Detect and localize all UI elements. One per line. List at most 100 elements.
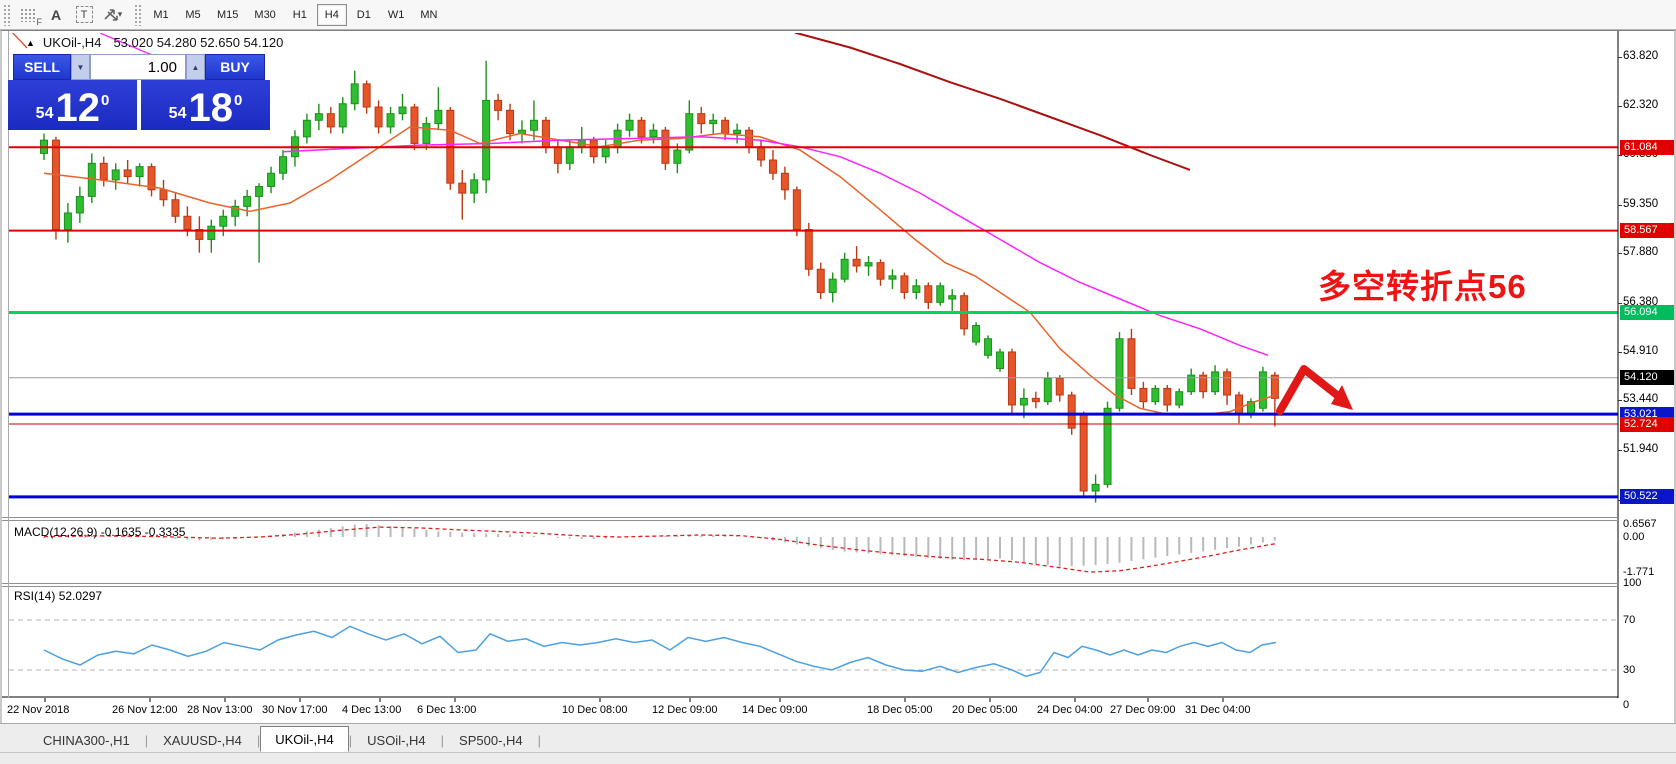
rsi-plot bbox=[9, 619, 1618, 678]
candle bbox=[553, 146, 562, 164]
candle bbox=[231, 205, 240, 217]
annotation-arrow-head bbox=[1331, 385, 1353, 410]
candle bbox=[1258, 371, 1267, 409]
candle bbox=[721, 119, 730, 135]
time-tick: 14 Dec 09:00 bbox=[742, 704, 808, 716]
candle bbox=[745, 129, 754, 148]
candle bbox=[1031, 397, 1040, 403]
tab-separator: | bbox=[348, 732, 353, 748]
volume-input[interactable] bbox=[90, 54, 186, 80]
buy-price[interactable]: 54 18 0 bbox=[141, 80, 270, 130]
buy-price-prefix: 54 bbox=[168, 105, 187, 122]
indicator-axis-label: 70 bbox=[1623, 614, 1636, 626]
sell-price[interactable]: 54 12 0 bbox=[8, 80, 137, 130]
timeframe-button-d1[interactable]: D1 bbox=[356, 8, 371, 21]
candle bbox=[326, 113, 335, 128]
volume-down-button[interactable]: ▼ bbox=[71, 54, 90, 80]
candle bbox=[589, 139, 598, 158]
price-badge-61.084: 61.084 bbox=[1620, 139, 1674, 155]
toolbar-drag-handle[interactable] bbox=[3, 3, 11, 26]
candle bbox=[852, 258, 861, 267]
candle bbox=[1235, 394, 1243, 416]
time-tick: 20 Dec 05:00 bbox=[952, 704, 1018, 716]
tab-sp500h4[interactable]: SP500-,H4 bbox=[459, 732, 523, 748]
rsi-line bbox=[43, 625, 1277, 678]
candle bbox=[685, 113, 694, 151]
candle bbox=[63, 212, 72, 231]
candle bbox=[565, 146, 574, 164]
price-tick: 53.440 bbox=[1623, 393, 1659, 406]
price-tick: 54.910 bbox=[1623, 344, 1659, 357]
candle bbox=[804, 229, 813, 270]
tab-separator: | bbox=[256, 732, 261, 748]
text-label-icon[interactable]: A bbox=[50, 6, 62, 23]
timeframe-button-h4[interactable]: H4 bbox=[316, 3, 347, 26]
candle bbox=[888, 275, 897, 280]
time-tick: 18 Dec 05:00 bbox=[867, 704, 933, 716]
price-tick-mark bbox=[1618, 155, 1622, 157]
volume-up-button[interactable]: ▲ bbox=[186, 54, 205, 80]
tab-usoilh4[interactable]: USOil-,H4 bbox=[367, 732, 426, 748]
price-tick-mark bbox=[1618, 303, 1622, 304]
price-tick-mark bbox=[1618, 56, 1622, 58]
candle bbox=[972, 325, 981, 343]
fibonacci-icon[interactable]: F bbox=[15, 3, 42, 27]
annotation-text: 多空转折点56 bbox=[1318, 268, 1527, 305]
price-badge-56.094: 56.094 bbox=[1620, 304, 1674, 320]
tab-ukoilh4[interactable]: UKOil-,H4 bbox=[260, 726, 349, 752]
time-tick: 6 Dec 13:00 bbox=[417, 704, 477, 716]
candle bbox=[541, 119, 550, 148]
price-tick-mark bbox=[1618, 400, 1622, 402]
candle bbox=[183, 215, 192, 231]
timeframe-button-w1[interactable]: W1 bbox=[387, 8, 405, 21]
arrow-tools-icon[interactable]: ▾ bbox=[99, 3, 125, 27]
candle bbox=[1175, 391, 1184, 406]
time-tick: 12 Dec 09:00 bbox=[652, 704, 718, 716]
time-tick: 22 Nov 2018 bbox=[7, 704, 70, 716]
candle bbox=[362, 83, 371, 108]
candle bbox=[506, 109, 515, 135]
status-bar bbox=[0, 752, 1676, 764]
candle bbox=[1103, 407, 1112, 485]
candle bbox=[494, 99, 503, 111]
buy-button[interactable]: BUY bbox=[205, 54, 265, 80]
tab-china300h1[interactable]: CHINA300-,H1 bbox=[43, 732, 130, 748]
buy-price-pip: 0 bbox=[233, 92, 243, 109]
candle bbox=[51, 139, 60, 231]
text-box-icon[interactable]: T bbox=[71, 3, 97, 27]
collapse-arrow-icon[interactable]: ▲ bbox=[26, 37, 35, 48]
candle bbox=[410, 106, 419, 144]
candle bbox=[816, 268, 825, 293]
timeframe-button-m15[interactable]: M15 bbox=[217, 8, 239, 21]
candle bbox=[374, 106, 383, 128]
toolbar-drag-handle-2[interactable] bbox=[134, 3, 142, 26]
timeframe-button-h1[interactable]: H1 bbox=[292, 8, 307, 21]
price-tick-mark bbox=[1618, 204, 1622, 206]
timeframe-button-m5[interactable]: M5 bbox=[185, 8, 201, 21]
time-tick: 4 Dec 13:00 bbox=[342, 704, 402, 716]
sell-price-pip: 0 bbox=[100, 92, 110, 109]
dropdown-caret-icon[interactable]: ▾ bbox=[117, 9, 123, 19]
candle bbox=[470, 179, 479, 194]
timeframe-button-m30[interactable]: M30 bbox=[254, 8, 276, 21]
candle bbox=[948, 295, 957, 300]
candle bbox=[279, 156, 287, 174]
candle bbox=[876, 262, 885, 280]
candle bbox=[135, 166, 144, 178]
indicator-axis-label: 0.00 bbox=[1623, 531, 1645, 543]
candle bbox=[733, 129, 742, 135]
sell-button[interactable]: SELL bbox=[13, 54, 71, 80]
tab-xauusdh4[interactable]: XAUUSD-,H4 bbox=[163, 732, 242, 748]
timeframe-button-mn[interactable]: MN bbox=[420, 8, 438, 21]
macd-label: MACD(12,26,9) -0.1635 -0.3335 bbox=[14, 525, 186, 539]
price-tick: 63.820 bbox=[1623, 49, 1659, 62]
candle bbox=[458, 182, 467, 194]
price-badge-52.724: 52.724 bbox=[1620, 416, 1674, 432]
candle bbox=[649, 129, 658, 138]
candle bbox=[637, 119, 646, 138]
candle bbox=[1067, 394, 1076, 429]
price-tick-mark bbox=[1618, 449, 1622, 451]
timeframe-button-m1[interactable]: M1 bbox=[153, 8, 169, 21]
candle bbox=[1019, 397, 1028, 406]
